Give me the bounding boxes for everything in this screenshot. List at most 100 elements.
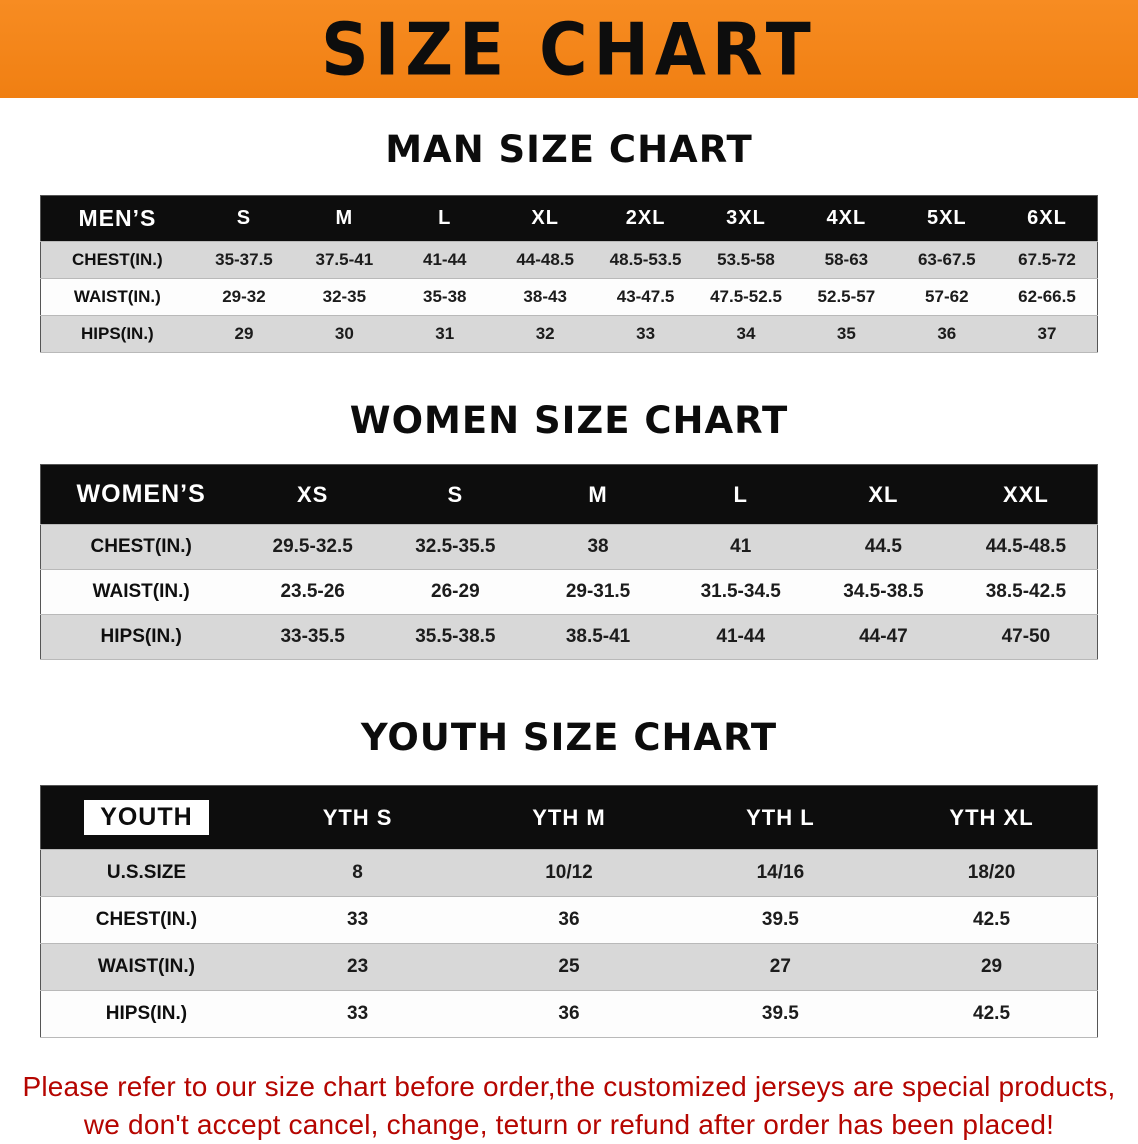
row-label-cell: CHEST(IN.): [40, 896, 252, 944]
value-cell: 25: [463, 943, 675, 991]
row-label-cell: HIPS(IN.): [40, 315, 194, 353]
value-cell: 44-47: [812, 614, 955, 660]
table-header-row: YOUTH YTH S YTH M YTH L YTH XL: [40, 785, 1098, 850]
value-cell: 37.5-41: [294, 241, 395, 279]
table-row: U.S.SIZE 8 10/12 14/16 18/20: [40, 849, 1098, 897]
header-label: YTH XL: [949, 804, 1034, 830]
size-header-cell: YTH L: [674, 785, 887, 850]
value-cell: 34: [695, 315, 797, 353]
row-label-cell: WAIST(IN.): [40, 943, 252, 991]
row-label-cell: U.S.SIZE: [40, 849, 252, 897]
table-row: CHEST(IN.) 29.5-32.5 32.5-35.5 38 41 44.5 44.5…: [40, 524, 1098, 570]
row-label-cell: WAIST(IN.): [40, 569, 242, 615]
youth-size-table: YOUTH YTH S YTH M YTH L YTH XL U.S.SIZE 8 10/12…: [40, 785, 1098, 1038]
value-cell: 18/20: [886, 849, 1098, 897]
value-cell: 43-47.5: [595, 278, 696, 316]
row-label-cell: CHEST(IN.): [40, 241, 194, 279]
header-label: YTH S: [322, 804, 393, 830]
header-label: L: [733, 481, 748, 507]
header-label: 6XL: [1027, 207, 1067, 229]
size-header-cell: XXL: [954, 464, 1098, 525]
table-row: WAIST(IN.) 23.5-26 26-29 29-31.5 31.5-34.5 34…: [40, 569, 1098, 615]
value-cell: 29: [886, 943, 1098, 991]
value-cell: 63-67.5: [896, 241, 997, 279]
value-cell: 44.5-48.5: [954, 524, 1098, 570]
table-row: CHEST(IN.) 35-37.5 37.5-41 41-44 44-48.5 48.5…: [40, 241, 1098, 279]
size-header-cell: 4XL: [796, 195, 897, 242]
value-cell: 58-63: [796, 241, 897, 279]
value-cell: 38: [526, 524, 670, 570]
size-header-cell: XL: [494, 195, 596, 242]
table-row: HIPS(IN.) 29 30 31 32 33 34 35 36 37: [40, 315, 1098, 353]
header-label: YTH L: [746, 804, 815, 830]
row-label-cell: WAIST(IN.): [40, 278, 194, 316]
value-cell: 36: [896, 315, 997, 353]
size-header-cell: XL: [812, 464, 955, 525]
value-cell: 23: [251, 943, 464, 991]
value-cell: 38.5-41: [526, 614, 670, 660]
value-cell: 36: [463, 896, 675, 944]
header-label: YOUTH: [84, 800, 209, 835]
value-cell: 32: [494, 315, 596, 353]
value-cell: 35-37.5: [193, 241, 295, 279]
table-row: WAIST(IN.) 23 25 27 29: [40, 943, 1098, 991]
value-cell: 29.5-32.5: [241, 524, 385, 570]
women-chart-heading: WOMEN SIZE CHART: [349, 399, 789, 442]
header-label: XL: [531, 207, 559, 229]
size-header-cell: M: [294, 195, 395, 242]
row-label-cell: CHEST(IN.): [40, 524, 242, 570]
value-cell: 35.5-38.5: [384, 614, 527, 660]
header-label: S: [236, 207, 252, 229]
value-cell: 29: [193, 315, 295, 353]
disclaimer-line-1: Please refer to our size chart before or…: [22, 1071, 1116, 1102]
table-row: HIPS(IN.) 33-35.5 35.5-38.5 38.5-41 41-44 44-…: [40, 614, 1098, 660]
women-size-table: WOMEN’S XS S M L XL XXL CHEST(IN.) 29.5-32.5 32.5…: [40, 464, 1098, 660]
table-title-cell: MEN’S: [40, 195, 194, 242]
value-cell: 53.5-58: [695, 241, 797, 279]
value-cell: 44-48.5: [494, 241, 596, 279]
value-cell: 42.5: [886, 990, 1098, 1038]
value-cell: 14/16: [674, 849, 887, 897]
value-cell: 38.5-42.5: [954, 569, 1098, 615]
size-header-cell: XS: [241, 464, 385, 525]
value-cell: 39.5: [674, 990, 887, 1038]
size-header-cell: 3XL: [695, 195, 797, 242]
value-cell: 62-66.5: [997, 278, 1098, 316]
size-header-cell: M: [526, 464, 670, 525]
value-cell: 34.5-38.5: [812, 569, 955, 615]
value-cell: 41: [669, 524, 813, 570]
value-cell: 47-50: [954, 614, 1098, 660]
value-cell: 33: [251, 990, 464, 1038]
value-cell: 10/12: [463, 849, 675, 897]
value-cell: 67.5-72: [997, 241, 1098, 279]
size-header-cell: 2XL: [595, 195, 696, 242]
header-label: XL: [868, 481, 899, 507]
value-cell: 57-62: [896, 278, 997, 316]
page-title: SIZE CHART: [321, 6, 817, 92]
header-label: 2XL: [625, 207, 666, 229]
header-label: 4XL: [826, 207, 867, 229]
value-cell: 32.5-35.5: [384, 524, 527, 570]
value-cell: 33-35.5: [241, 614, 385, 660]
value-cell: 44.5: [812, 524, 955, 570]
value-cell: 39.5: [674, 896, 887, 944]
header-label: M: [335, 207, 354, 229]
value-cell: 30: [294, 315, 395, 353]
value-cell: 32-35: [294, 278, 395, 316]
header-label: XXL: [1002, 481, 1049, 507]
men-chart-heading: MAN SIZE CHART: [385, 128, 753, 171]
men-size-table: MEN’S S M L XL 2XL 3XL 4XL 5XL 6XL CHEST(IN.) 35-37…: [40, 195, 1098, 353]
header-label: 5XL: [926, 207, 967, 229]
value-cell: 33: [595, 315, 696, 353]
value-cell: 47.5-52.5: [695, 278, 797, 316]
table-title-cell: YOUTH: [40, 785, 252, 850]
size-header-cell: YTH M: [463, 785, 675, 850]
disclaimer: Please refer to our size chart before or…: [0, 1068, 1138, 1144]
header-label: M: [588, 481, 608, 507]
value-cell: 36: [463, 990, 675, 1038]
value-cell: 31.5-34.5: [669, 569, 813, 615]
youth-chart-heading: YOUTH SIZE CHART: [360, 716, 778, 759]
row-label-cell: HIPS(IN.): [40, 990, 252, 1038]
value-cell: 38-43: [494, 278, 596, 316]
